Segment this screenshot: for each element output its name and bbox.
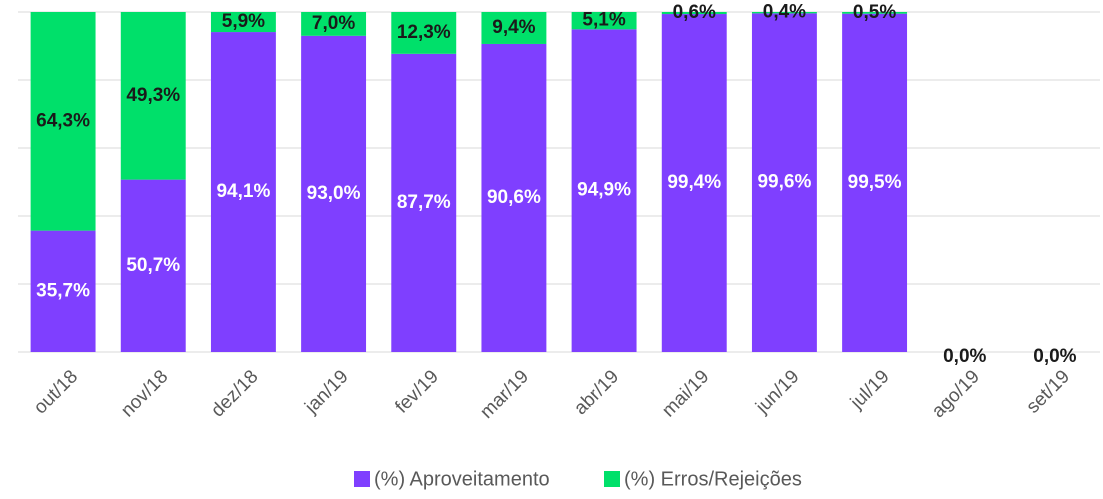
x-tick-label: jul/19 xyxy=(846,366,894,414)
legend-label: (%) Erros/Rejeições xyxy=(624,468,802,490)
bar-segment xyxy=(391,53,457,352)
bar-segment xyxy=(210,32,276,353)
value-label: 0,0% xyxy=(943,346,986,367)
value-label: 12,3% xyxy=(397,22,451,43)
bar-segment xyxy=(301,35,367,353)
x-tick-label: fev/19 xyxy=(391,366,442,417)
value-label: 99,6% xyxy=(757,172,811,193)
bar-segment xyxy=(661,14,727,352)
bar-segment xyxy=(301,12,367,36)
value-label: 49,3% xyxy=(126,85,180,106)
legend-label: (%) Aproveitamento xyxy=(374,468,550,490)
x-tick-label: out/18 xyxy=(30,366,82,418)
bar-segment xyxy=(120,12,186,180)
bar-segment xyxy=(481,12,547,44)
legend-swatch xyxy=(354,471,370,487)
x-tick-label: mar/19 xyxy=(476,366,533,423)
bar-segment xyxy=(120,179,186,352)
value-label: 5,1% xyxy=(582,10,625,31)
value-label: 0,0% xyxy=(1033,346,1076,367)
value-label: 94,1% xyxy=(216,181,270,202)
bar-segment xyxy=(30,230,96,352)
value-label: 99,4% xyxy=(667,172,721,193)
value-label: 64,3% xyxy=(36,110,90,131)
value-label: 94,9% xyxy=(577,180,631,201)
x-tick-label: nov/18 xyxy=(117,366,172,421)
bar-segment xyxy=(661,12,727,15)
bar-segment xyxy=(391,12,457,54)
x-tick-label: jun/19 xyxy=(751,366,803,418)
bar-segment xyxy=(571,12,637,30)
value-label: 0,6% xyxy=(673,2,716,23)
value-label: 50,7% xyxy=(126,255,180,276)
value-label: 93,0% xyxy=(307,183,361,204)
bar-segment xyxy=(842,12,908,14)
value-label: 5,9% xyxy=(222,11,265,32)
value-label: 35,7% xyxy=(36,280,90,301)
bar-segment xyxy=(842,13,908,352)
value-label: 7,0% xyxy=(312,13,355,34)
value-label: 0,4% xyxy=(763,2,806,23)
bar-segment xyxy=(751,12,817,14)
x-tick-label: dez/18 xyxy=(207,366,262,421)
x-tick-label: set/19 xyxy=(1023,366,1074,417)
bar-segment xyxy=(210,12,276,33)
value-label: 99,5% xyxy=(848,172,902,193)
bar-segment xyxy=(571,29,637,353)
bar-segment xyxy=(30,12,96,231)
x-tick-label: jan/19 xyxy=(300,366,352,418)
value-label: 87,7% xyxy=(397,192,451,213)
legend-swatch xyxy=(604,471,620,487)
bar-segment xyxy=(481,43,547,353)
value-label: 9,4% xyxy=(492,17,535,38)
x-tick-label: mai/19 xyxy=(658,366,713,421)
x-tick-label: abr/19 xyxy=(570,366,623,419)
x-tick-label: ago/19 xyxy=(928,366,984,422)
value-label: 90,6% xyxy=(487,187,541,208)
bar-segment xyxy=(751,13,817,353)
value-label: 0,5% xyxy=(853,2,896,23)
